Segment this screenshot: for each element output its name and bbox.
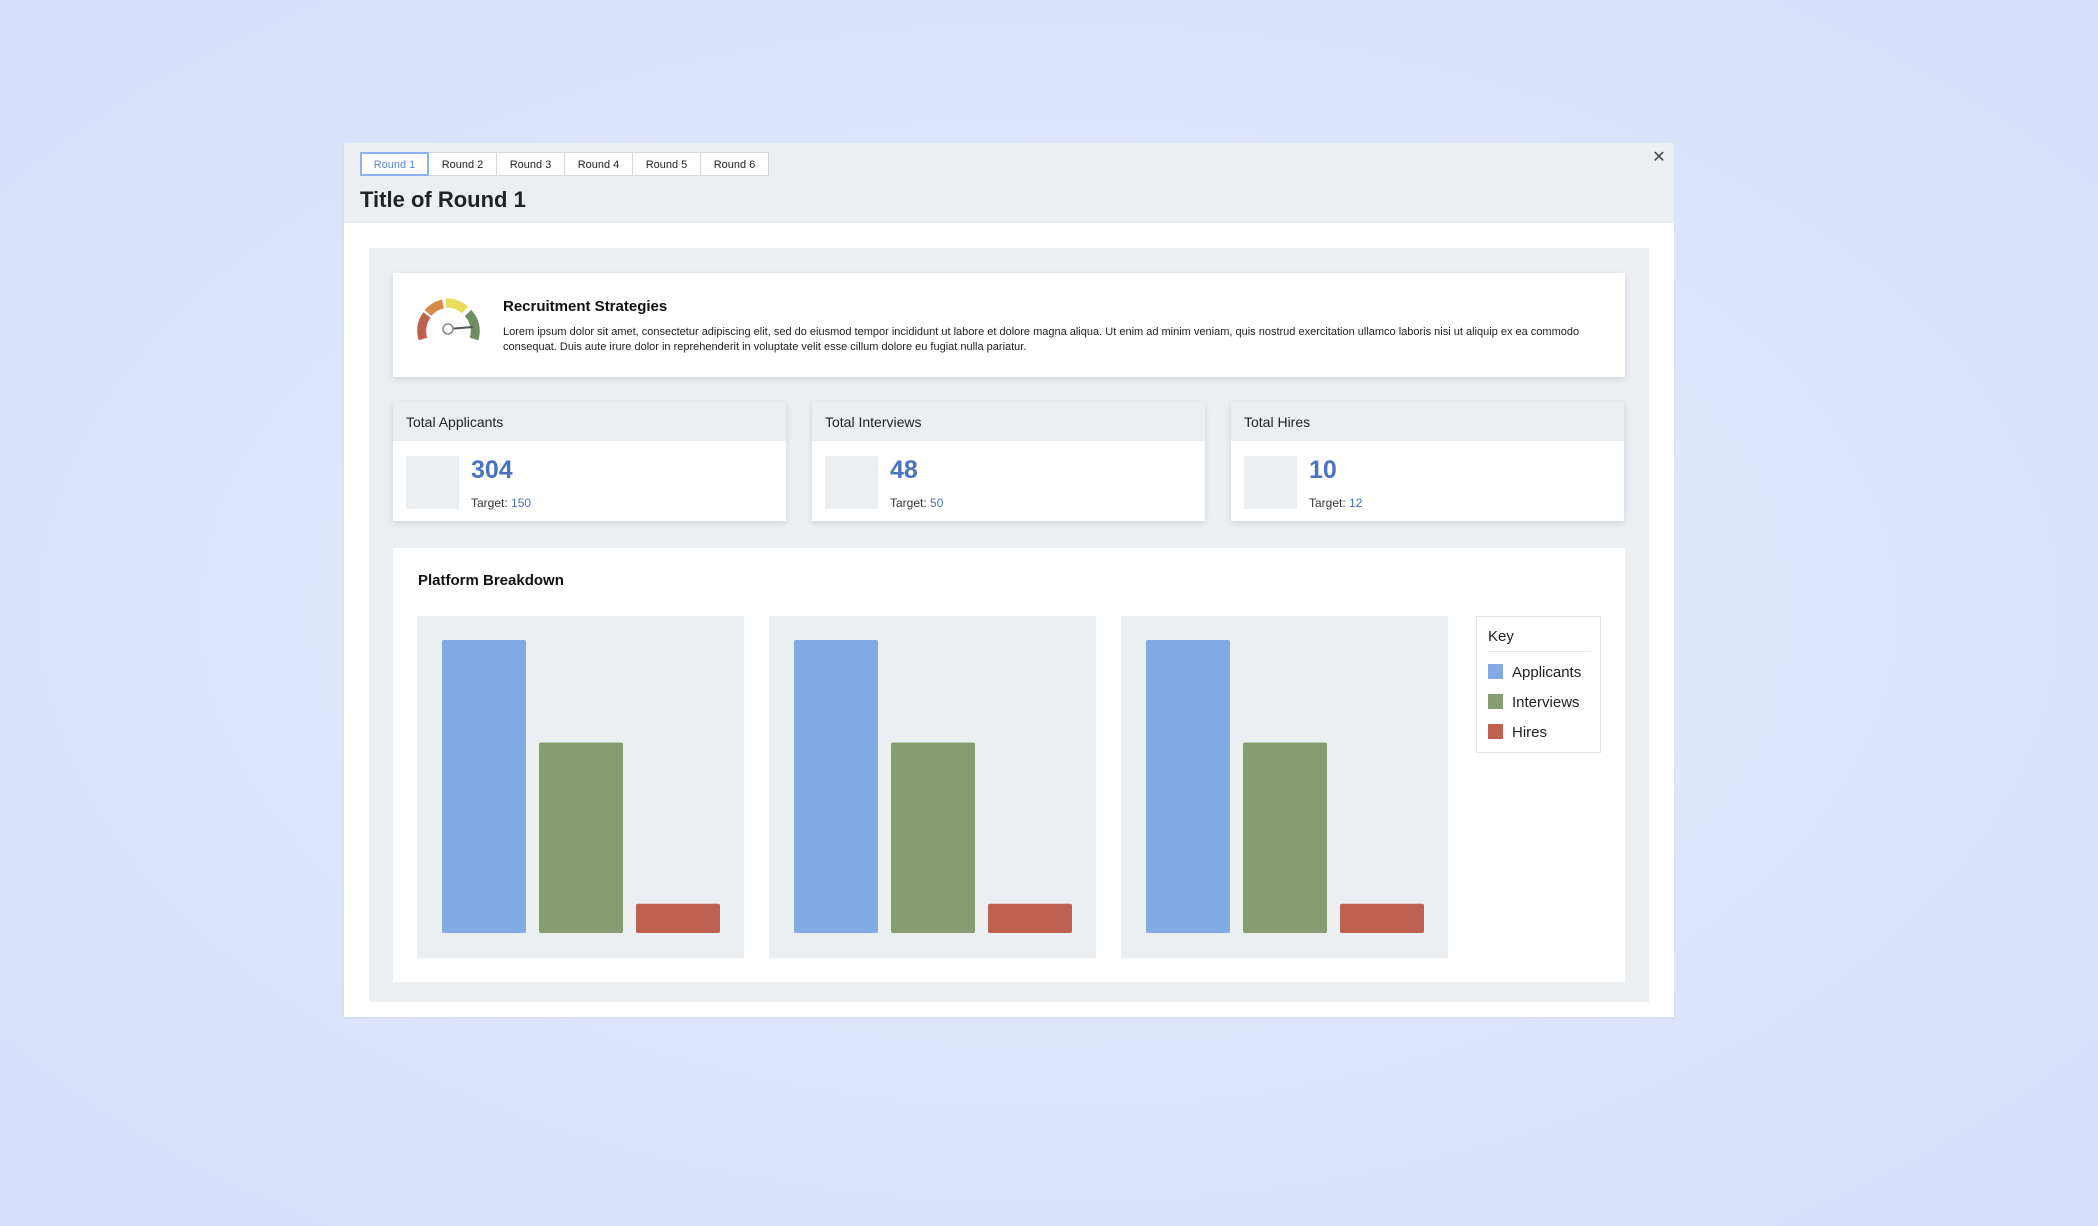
stat-value: 48 (890, 456, 918, 484)
stat-card-applicants: Total Applicants 304 Target: 150 (393, 402, 786, 521)
gauge-icon (417, 298, 480, 341)
strategy-card: Recruitment Strategies Lorem ipsum dolor… (393, 273, 1625, 377)
bar-interviews (1243, 742, 1327, 933)
chart-legend: Key Applicants Interviews Hires (1476, 616, 1601, 753)
legend-swatch (1488, 694, 1503, 709)
stat-target: Target: 150 (471, 496, 531, 510)
stat-target: Target: 50 (890, 496, 943, 510)
chart-panel-2 (769, 616, 1096, 958)
legend-item-applicants: Applicants (1488, 663, 1581, 683)
bar-applicants (442, 640, 526, 933)
chart-panel-1 (417, 616, 744, 958)
stat-label: Total Applicants (393, 402, 786, 441)
bar-hires (1340, 903, 1424, 933)
strategy-description: Lorem ipsum dolor sit amet, consectetur … (503, 326, 1580, 353)
stat-card-hires: Total Hires 10 Target: 12 (1231, 402, 1624, 521)
stat-value: 10 (1309, 456, 1337, 484)
stat-thumbnail (406, 456, 459, 509)
bar-applicants (794, 640, 878, 933)
bar-chart-1 (442, 640, 720, 933)
legend-title: Key (1488, 628, 1591, 652)
target-label: Target: (890, 496, 927, 510)
legend-label: Hires (1512, 724, 1548, 741)
target-label: Target: (471, 496, 508, 510)
bar-interviews (891, 742, 975, 933)
bar-interviews (539, 742, 623, 933)
bar-chart-3 (1146, 640, 1424, 933)
round-tabs: Round 1 Round 2 Round 3 Round 4 Round 5 … (360, 152, 769, 176)
round-window: Round 1 Round 2 Round 3 Round 4 Round 5 … (344, 143, 1674, 1017)
platform-breakdown-card: Platform Breakdown Key Applicants Interv… (393, 548, 1625, 982)
stat-label: Total Interviews (812, 402, 1205, 441)
legend-item-interviews: Interviews (1488, 693, 1580, 713)
round-content: Recruitment Strategies Lorem ipsum dolor… (369, 248, 1649, 1002)
tab-round-2[interactable]: Round 2 (428, 152, 497, 176)
stat-target: Target: 12 (1309, 496, 1362, 510)
legend-item-hires: Hires (1488, 723, 1547, 743)
tab-round-6[interactable]: Round 6 (700, 152, 769, 176)
legend-label: Applicants (1512, 664, 1582, 681)
tab-round-5[interactable]: Round 5 (632, 152, 701, 176)
page-title: Title of Round 1 (360, 187, 526, 212)
bar-applicants (1146, 640, 1230, 933)
legend-label: Interviews (1512, 694, 1580, 711)
target-label: Target: (1309, 496, 1346, 510)
tab-round-1[interactable]: Round 1 (360, 152, 429, 176)
chart-panel-3 (1121, 616, 1448, 958)
target-value: 150 (511, 496, 532, 510)
target-value: 50 (930, 496, 944, 510)
bar-hires (988, 903, 1072, 933)
tab-round-3[interactable]: Round 3 (496, 152, 565, 176)
window-header: Round 1 Round 2 Round 3 Round 4 Round 5 … (344, 143, 1674, 223)
bar-hires (636, 903, 720, 933)
bar-chart-2 (794, 640, 1072, 933)
close-icon: ✕ (1652, 149, 1666, 166)
strategy-title: Recruitment Strategies (503, 298, 668, 315)
stat-value: 304 (471, 456, 513, 484)
breakdown-title: Platform Breakdown (418, 572, 564, 589)
tab-round-4[interactable]: Round 4 (564, 152, 633, 176)
close-button[interactable]: ✕ (1648, 147, 1670, 169)
stat-card-interviews: Total Interviews 48 Target: 50 (812, 402, 1205, 521)
target-value: 12 (1349, 496, 1363, 510)
stat-thumbnail (1244, 456, 1297, 509)
legend-swatch (1488, 724, 1503, 739)
legend-swatch (1488, 664, 1503, 679)
stat-label: Total Hires (1231, 402, 1624, 441)
stat-thumbnail (825, 456, 878, 509)
